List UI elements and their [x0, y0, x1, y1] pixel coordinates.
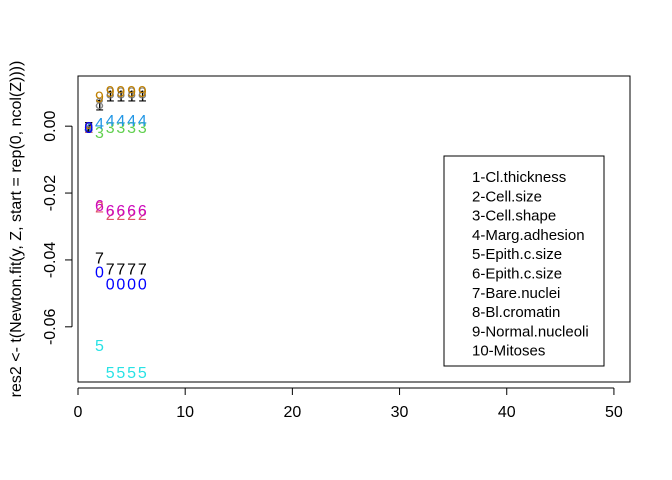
data-point-series-2: 2 [138, 207, 147, 224]
data-point-series-6: 6 [116, 203, 125, 220]
data-point-series-2: 2 [84, 120, 93, 137]
data-point-series-5: 5 [138, 365, 147, 382]
x-tick-label: 30 [391, 404, 409, 421]
data-point-series-5: 5 [116, 365, 125, 382]
data-point-series-3: 3 [127, 120, 136, 137]
data-point-series-4: 4 [84, 120, 93, 137]
data-point-series-7: 7 [127, 261, 136, 278]
data-point-series-10: 0 [127, 276, 136, 293]
data-point-series-1: 1 [116, 88, 125, 105]
y-axis-title: res2 <- t(Newton.fit(y, Z, start = rep(0… [8, 61, 25, 398]
data-point-series-6: 6 [127, 203, 136, 220]
data-point-series-9: 9 [127, 84, 136, 101]
data-point-series-5: 5 [127, 365, 136, 382]
legend-entry: 6-Epith.c.size [472, 266, 562, 283]
data-point-series-3: 3 [84, 120, 93, 137]
data-point-series-4: 4 [127, 113, 136, 130]
data-point-series-1: 1 [138, 88, 147, 105]
data-point-series-8: 8 [116, 86, 125, 103]
x-tick-label: 20 [283, 404, 301, 421]
legend-entry: 4-Marg.adhesion [472, 227, 585, 244]
legend-entry: 9-Normal.nucleoli [472, 323, 589, 340]
data-point-series-4: 4 [106, 113, 115, 130]
data-point-series-6: 6 [84, 120, 93, 137]
data-point-series-5: 5 [95, 338, 104, 355]
data-point-series-10: 0 [106, 276, 115, 293]
data-point-series-5: 5 [106, 365, 115, 382]
data-point-series-8: 8 [84, 120, 93, 137]
data-point-series-2: 2 [106, 207, 115, 224]
data-point-series-1: 1 [106, 88, 115, 105]
data-point-series-9: 9 [95, 90, 104, 107]
data-point-series-9: 9 [84, 120, 93, 137]
data-point-series-8: 8 [95, 96, 104, 113]
data-point-series-9: 9 [116, 84, 125, 101]
data-point-series-7: 7 [106, 261, 115, 278]
data-point-series-1: 1 [95, 97, 104, 114]
data-point-series-3: 3 [106, 120, 115, 137]
data-point-series-8: 8 [138, 86, 147, 103]
data-point-series-10: 0 [84, 120, 93, 137]
y-tick-label: 0.00 [42, 110, 59, 141]
y-tick-label: -0.04 [42, 242, 59, 279]
data-point-series-6: 6 [95, 198, 104, 215]
data-point-series-10: 0 [116, 276, 125, 293]
data-point-series-3: 3 [138, 120, 147, 137]
y-tick-label: -0.06 [42, 308, 59, 345]
data-point-series-10: 0 [138, 276, 147, 293]
x-tick-label: 40 [498, 404, 516, 421]
data-point-series-4: 4 [116, 113, 125, 130]
data-point-series-8: 8 [106, 86, 115, 103]
legend-entry: 2-Cell.size [472, 188, 542, 205]
data-point-series-2: 2 [116, 207, 125, 224]
data-point-series-4: 4 [138, 113, 147, 130]
data-point-series-3: 3 [95, 125, 104, 142]
data-point-series-3: 3 [116, 120, 125, 137]
plot-frame [77, 75, 631, 383]
legend-entry: 10-Mitoses [472, 343, 545, 360]
data-point-series-7: 7 [138, 261, 147, 278]
data-point-series-7: 7 [95, 251, 104, 268]
legend-entry: 5-Epith.c.size [472, 246, 562, 263]
x-axis: 0 10 20 30 40 50 [74, 387, 623, 421]
data-point-series-1: 1 [127, 88, 136, 105]
legend-entry: 8-Bl.cromatin [472, 304, 560, 321]
legend: 1-Cl.thickness 2-Cell.size 3-Cell.shape 4-M… [443, 155, 605, 367]
data-point-series-6: 6 [138, 203, 147, 220]
data-point-series-8: 8 [127, 86, 136, 103]
data-point-series-7: 7 [84, 120, 93, 137]
data-point-series-4: 4 [95, 116, 104, 133]
data-point-series-6: 6 [106, 203, 115, 220]
legend-box [443, 155, 605, 367]
data-point-series-9: 9 [138, 84, 147, 101]
data-point-series-2: 2 [95, 199, 104, 216]
data-point-series-10: 0 [95, 265, 104, 282]
legend-entry: 1-Cl.thickness [472, 169, 566, 186]
data-point-series-2: 2 [127, 207, 136, 224]
data-point-series-5: 5 [84, 120, 93, 137]
x-tick-label: 50 [605, 404, 623, 421]
data-point-series-7: 7 [116, 261, 125, 278]
y-tick-label: -0.02 [42, 175, 59, 212]
x-tick-label: 0 [74, 404, 83, 421]
x-tick-label: 10 [176, 404, 194, 421]
data-point-series-9: 9 [106, 84, 115, 101]
legend-entry: 3-Cell.shape [472, 208, 556, 225]
y-axis: 0.00 -0.02 -0.04 -0.06 [42, 110, 73, 345]
data-point-series-1: 1 [84, 120, 93, 137]
legend-entry: 7-Bare.nuclei [472, 285, 560, 302]
